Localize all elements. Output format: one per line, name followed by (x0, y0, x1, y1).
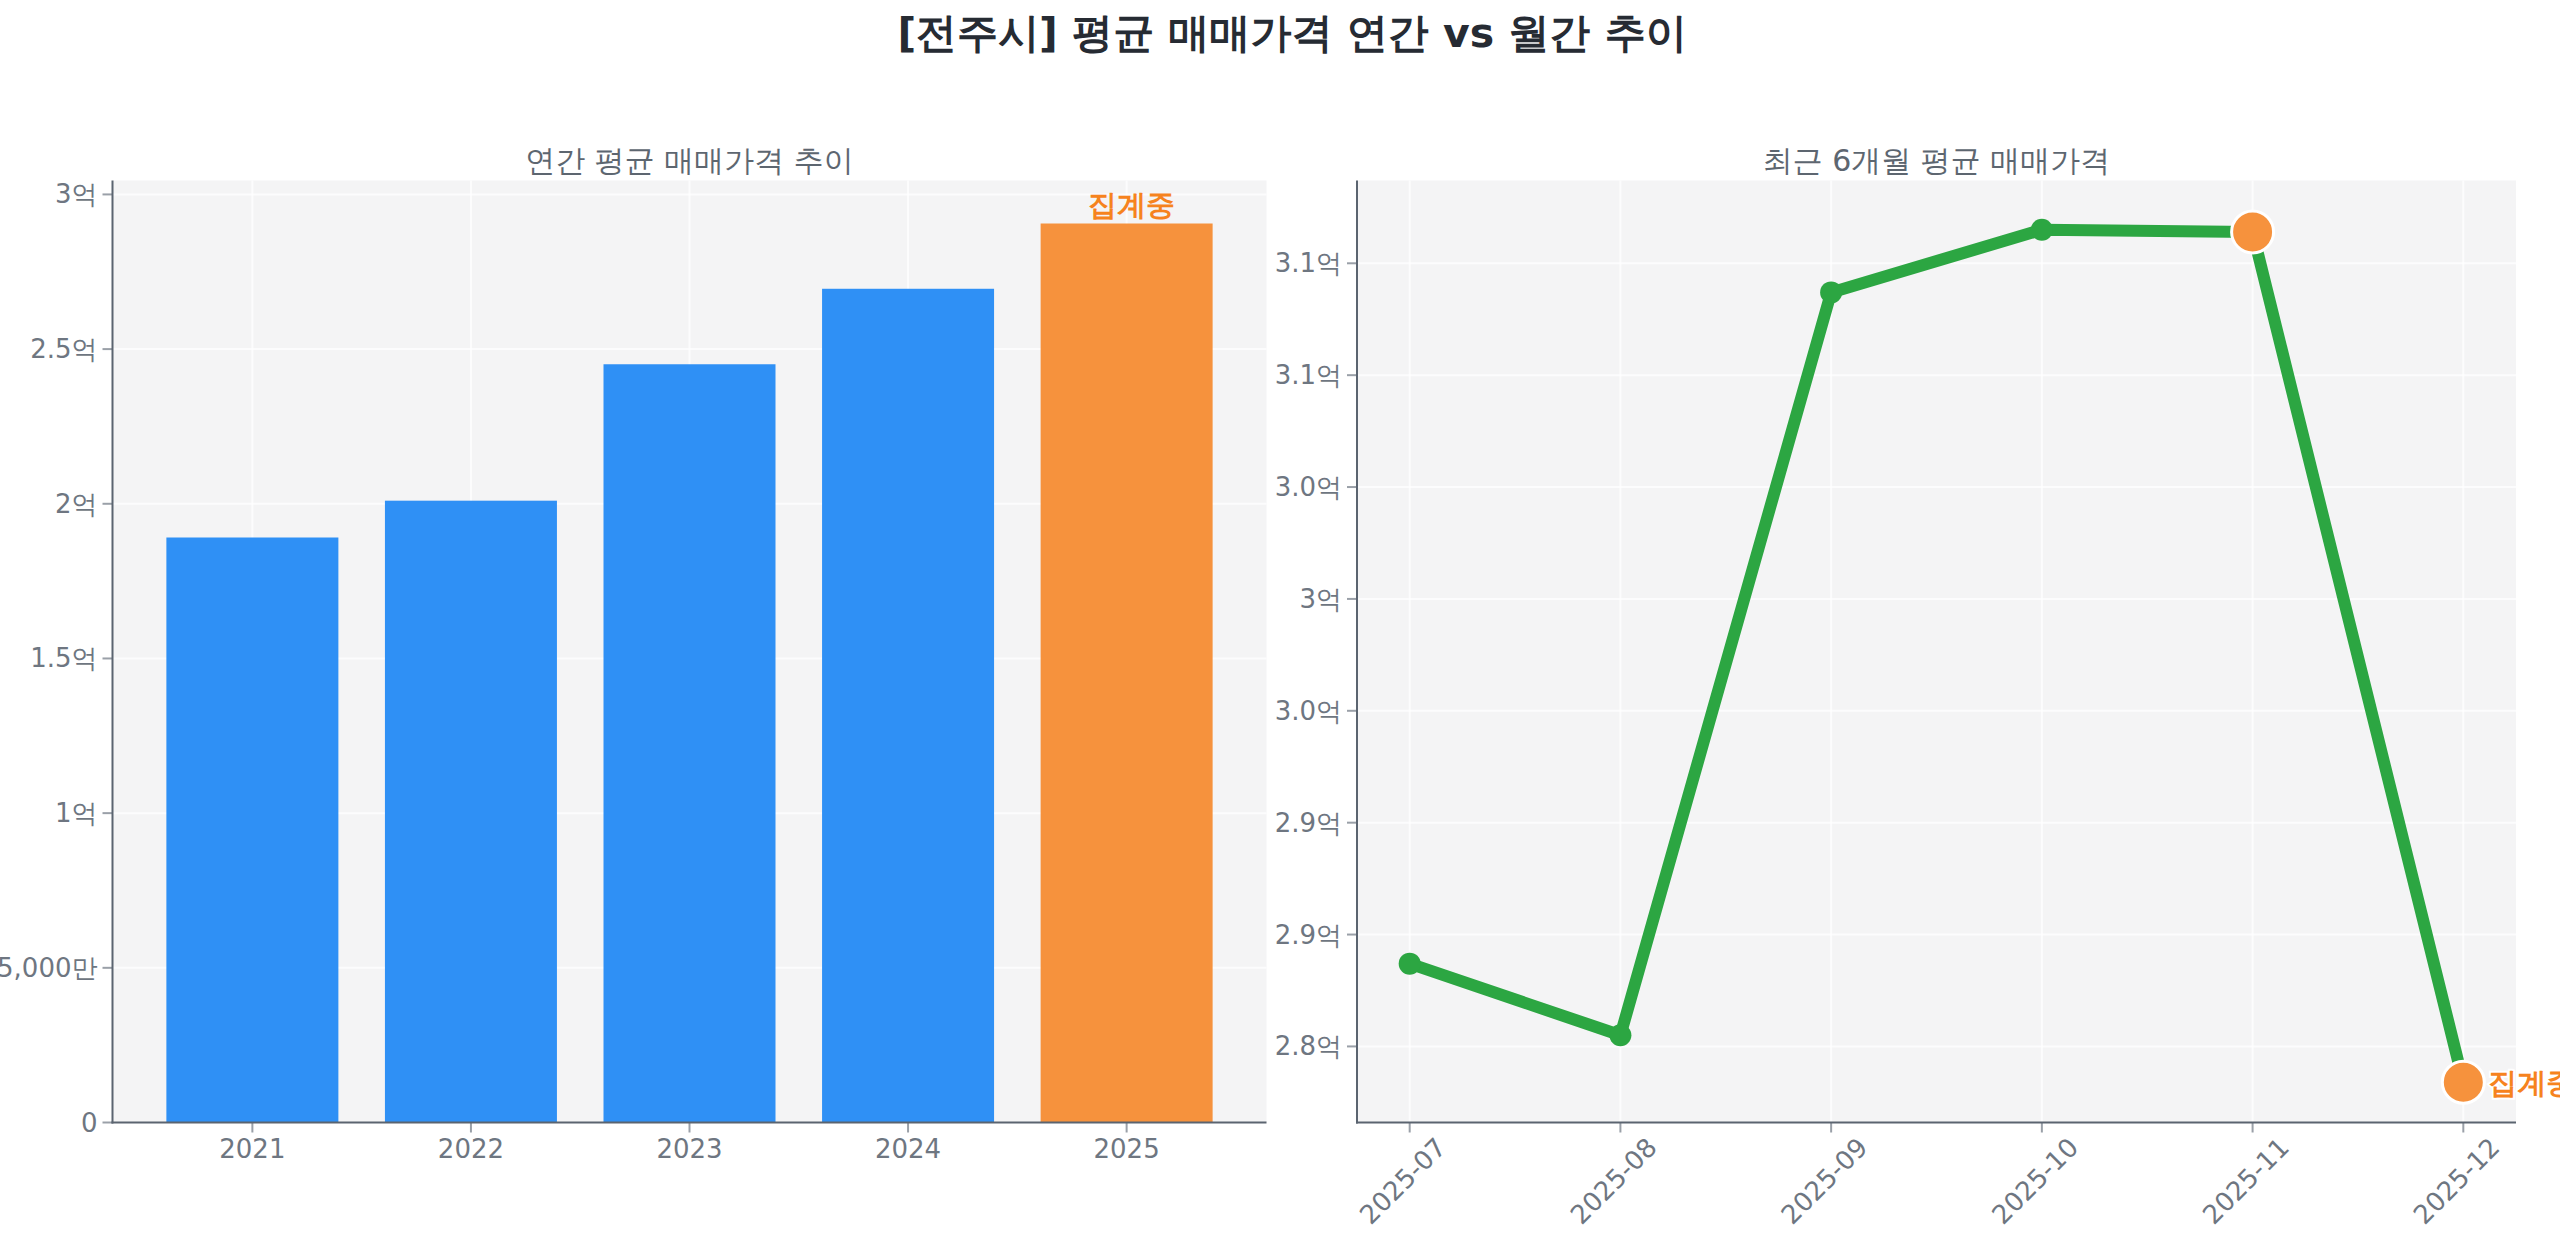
chart-canvas: [전주시] 평균 매매가격 연간 vs 월간 추이 0 5,000만 1억 1.5억 2억… (0, 0, 2560, 1234)
point-2025-10 (2031, 219, 2053, 241)
bar-xtick-label: 2022 (438, 1134, 504, 1164)
bar-ytick-label: 5,000만 (0, 953, 98, 983)
figure: [전주시] 평균 매매가격 연간 vs 월간 추이 0 5,000만 1억 1.5억 2억… (0, 0, 2560, 1234)
bar-xtick-label: 2023 (656, 1134, 722, 1164)
bar-xtick-label: 2021 (219, 1134, 285, 1164)
line-ytick-label: 3억 (1299, 584, 1342, 614)
bar-annotation-label: 집계중 (1088, 188, 1175, 222)
line-title: 최근 6개월 평균 매매가격 (1763, 143, 2111, 178)
line-ytick-label: 3.0억 (1275, 696, 1342, 726)
bar-ytick-label: 3억 (55, 179, 98, 209)
line-plot-background (1357, 181, 2516, 1123)
point-2025-09 (1820, 281, 1842, 303)
bar-xtick-label: 2024 (875, 1134, 941, 1164)
line-ytick-label: 3.1억 (1275, 360, 1342, 390)
monthly-line-chart: 2.8억 2.9억 2.9억 3.0억 3억 3.0억 3.1억 3.1억 최근 6개월 평균 … (1275, 143, 2560, 1231)
line-annotation-label: 집계중 (2488, 1066, 2560, 1100)
point-2025-07 (1399, 953, 1421, 975)
line-ytick-label: 2.8억 (1275, 1031, 1342, 1061)
bar-ytick-label: 1.5억 (30, 643, 97, 673)
bar-ytick-label: 2억 (55, 489, 98, 519)
main-title: [전주시] 평균 매매가격 연간 vs 월간 추이 (897, 9, 1686, 57)
bar-ytick-label: 1억 (55, 798, 98, 828)
annual-bar-chart: 0 5,000만 1억 1.5억 2억 2.5억 3억 연간 평균 매매가격 추이 2021 20… (0, 143, 1267, 1165)
bar-title: 연간 평균 매매가격 추이 (525, 143, 854, 178)
line-xtick-label: 2025-11 (2197, 1132, 2295, 1230)
point-2025-11 (2232, 211, 2274, 253)
point-2025-08 (1609, 1024, 1631, 1046)
bar-2022 (385, 501, 557, 1123)
line-ytick-label: 3.0억 (1275, 472, 1342, 502)
line-ytick-label: 2.9억 (1275, 808, 1342, 838)
line-xtick-label: 2025-09 (1775, 1132, 1873, 1230)
bar-xtick-label: 2025 (1094, 1134, 1160, 1164)
bar-2023 (604, 364, 776, 1122)
bar-2024 (822, 289, 994, 1123)
point-2025-12 (2442, 1061, 2484, 1103)
bar-2025 (1041, 224, 1213, 1123)
line-xtick-label: 2025-12 (2408, 1132, 2506, 1230)
bar-ytick-label: 2.5억 (30, 334, 97, 364)
line-xtick-label: 2025-08 (1565, 1132, 1663, 1230)
line-xtick-label: 2025-10 (1986, 1132, 2084, 1230)
bar-ytick-label: 0 (81, 1108, 98, 1138)
line-ytick-label: 2.9억 (1275, 920, 1342, 950)
bar-2021 (166, 538, 338, 1123)
line-xtick-label: 2025-07 (1354, 1132, 1452, 1230)
line-ytick-label: 3.1억 (1275, 248, 1342, 278)
